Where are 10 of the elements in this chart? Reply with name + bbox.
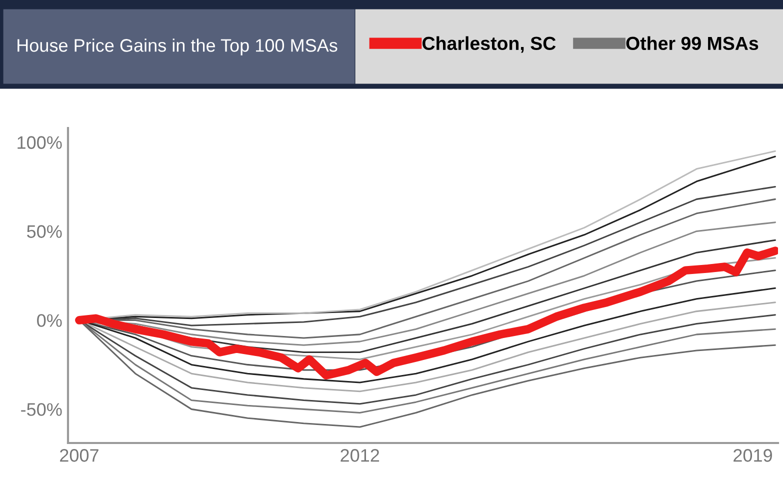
x-tick-label: 2019 (734, 449, 772, 462)
chart-title: House Price Gains in the Top 100 MSAs (18, 38, 338, 56)
y-tick-label: 100% (18, 136, 62, 149)
legend-label: Charleston, SC (422, 36, 556, 53)
y-tick-label: -50% (21, 403, 62, 416)
y-tick-label: 50% (27, 225, 62, 238)
y-tick-label: 0% (37, 314, 62, 327)
x-tick-label: 2007 (60, 449, 98, 462)
legend-label: Other 99 MSAs (626, 36, 758, 50)
x-tick-label: 2012 (340, 449, 380, 462)
